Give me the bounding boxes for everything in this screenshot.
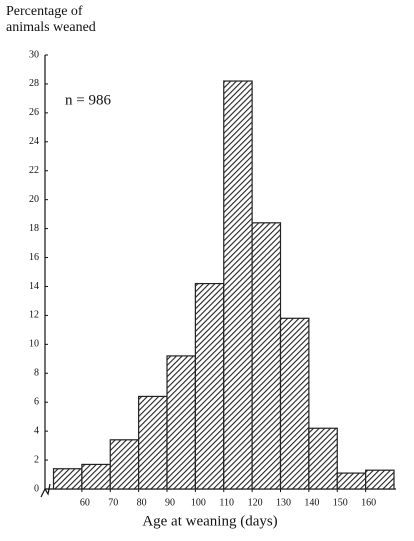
bar <box>251 222 282 490</box>
x-tick-label: 120 <box>248 497 263 508</box>
bar <box>279 317 310 490</box>
y-tick-label: 30 <box>29 49 39 60</box>
y-tick-label: 12 <box>29 310 39 321</box>
y-axis-label: Percentage of animals weaned <box>6 4 96 35</box>
y-tick-label: 4 <box>34 425 39 436</box>
y-tick-label: 18 <box>29 223 39 234</box>
x-tick-label: 160 <box>361 497 376 508</box>
bar <box>109 439 140 490</box>
bar <box>336 472 367 490</box>
x-tick-label: 110 <box>219 497 234 508</box>
y-tick-label: 8 <box>34 368 39 379</box>
bar <box>223 80 253 490</box>
x-tick-label: 100 <box>191 497 206 508</box>
x-tick-label: 90 <box>165 497 175 508</box>
annotation: n = 986 <box>65 92 111 108</box>
x-tick-label: 150 <box>333 497 348 508</box>
x-tick-label: 130 <box>276 497 291 508</box>
bar <box>308 427 338 490</box>
y-tick-label: 2 <box>34 454 39 465</box>
bar <box>81 463 111 490</box>
bar <box>138 395 168 490</box>
x-axis-label: Age at weaning (days) <box>142 513 277 529</box>
y-tick-label: 16 <box>29 252 39 263</box>
bar <box>166 355 196 490</box>
y-tick-label: 10 <box>29 339 39 350</box>
y-tick-label: 24 <box>29 136 39 147</box>
bar <box>52 468 83 490</box>
x-tick-label: 140 <box>304 497 319 508</box>
y-tick-label: 6 <box>34 396 39 407</box>
y-tick-label: 14 <box>29 281 39 292</box>
bar <box>194 282 225 490</box>
y-tick-label: 28 <box>29 78 39 89</box>
y-tick-label: 26 <box>29 107 39 118</box>
x-tick-label: 60 <box>80 497 90 508</box>
bar <box>365 469 395 490</box>
y-tick-label: 22 <box>29 165 39 176</box>
x-tick-label: 70 <box>108 497 118 508</box>
axis-break <box>40 483 51 498</box>
y-tick-label: 0 <box>34 483 39 494</box>
x-tick-label: 80 <box>137 497 147 508</box>
y-tick-label: 20 <box>29 194 39 205</box>
